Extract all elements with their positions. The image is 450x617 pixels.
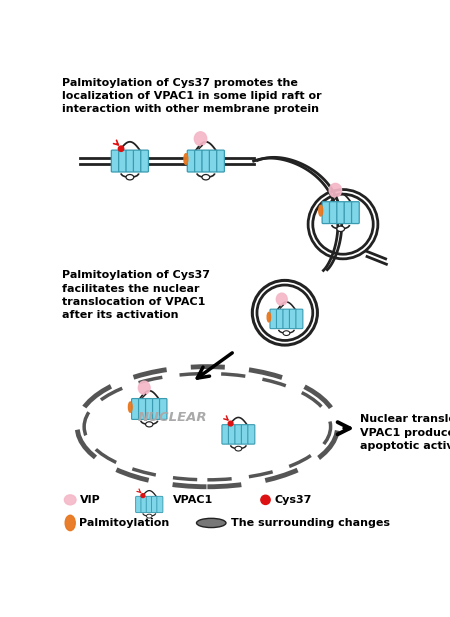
FancyBboxPatch shape [153,399,160,420]
FancyBboxPatch shape [337,202,345,223]
FancyBboxPatch shape [229,424,235,444]
FancyBboxPatch shape [329,202,337,223]
FancyBboxPatch shape [131,399,139,420]
Ellipse shape [138,381,150,394]
Ellipse shape [202,175,210,180]
Text: Palmitoylation of Cys37
facilitates the nuclear
translocation of VPAC1
after its: Palmitoylation of Cys37 facilitates the … [63,270,211,320]
FancyBboxPatch shape [344,202,352,223]
Ellipse shape [146,514,152,518]
FancyBboxPatch shape [119,150,126,172]
Ellipse shape [128,402,132,412]
FancyBboxPatch shape [270,309,277,329]
Ellipse shape [283,331,290,336]
Ellipse shape [194,132,207,146]
Text: NUCLEAR: NUCLEAR [138,411,207,424]
Ellipse shape [197,518,226,528]
FancyBboxPatch shape [222,424,229,444]
FancyBboxPatch shape [146,496,152,513]
FancyBboxPatch shape [209,150,217,172]
FancyBboxPatch shape [241,424,248,444]
Ellipse shape [319,205,323,216]
FancyBboxPatch shape [202,150,210,172]
Text: Nuclear translocation of
VPAC1 produces anti-
apoptotic activity: Nuclear translocation of VPAC1 produces … [360,415,450,451]
FancyBboxPatch shape [157,496,163,513]
FancyBboxPatch shape [141,150,148,172]
FancyBboxPatch shape [145,399,153,420]
FancyBboxPatch shape [248,424,255,444]
FancyBboxPatch shape [160,399,167,420]
FancyBboxPatch shape [322,202,330,223]
Circle shape [118,146,124,151]
Ellipse shape [64,495,76,505]
Ellipse shape [329,183,342,197]
FancyBboxPatch shape [296,309,303,329]
Ellipse shape [184,154,188,165]
FancyBboxPatch shape [276,309,284,329]
Ellipse shape [276,293,287,305]
Ellipse shape [65,515,75,531]
Ellipse shape [337,226,345,231]
FancyBboxPatch shape [217,150,225,172]
FancyBboxPatch shape [351,202,359,223]
FancyBboxPatch shape [235,424,242,444]
FancyBboxPatch shape [141,496,147,513]
Text: Palmitoylation: Palmitoylation [80,518,170,528]
FancyBboxPatch shape [126,150,134,172]
Circle shape [228,421,233,426]
FancyBboxPatch shape [139,399,146,420]
FancyBboxPatch shape [111,150,119,172]
Text: The surrounding changes: The surrounding changes [230,518,390,528]
FancyBboxPatch shape [195,150,202,172]
FancyBboxPatch shape [289,309,297,329]
Text: Palmitoylation of Cys37 promotes the
localization of VPAC1 in some lipid raft or: Palmitoylation of Cys37 promotes the loc… [63,78,322,114]
Ellipse shape [235,446,242,451]
FancyBboxPatch shape [283,309,290,329]
Circle shape [261,495,270,505]
FancyBboxPatch shape [135,496,142,513]
Ellipse shape [267,312,270,322]
Text: VPAC1: VPAC1 [172,495,213,505]
Ellipse shape [126,175,134,180]
Text: VIP: VIP [80,495,100,505]
FancyBboxPatch shape [152,496,158,513]
Circle shape [141,494,145,497]
Ellipse shape [77,366,337,487]
Ellipse shape [145,422,153,427]
Text: Cys37: Cys37 [275,495,312,505]
FancyBboxPatch shape [133,150,141,172]
FancyBboxPatch shape [187,150,195,172]
